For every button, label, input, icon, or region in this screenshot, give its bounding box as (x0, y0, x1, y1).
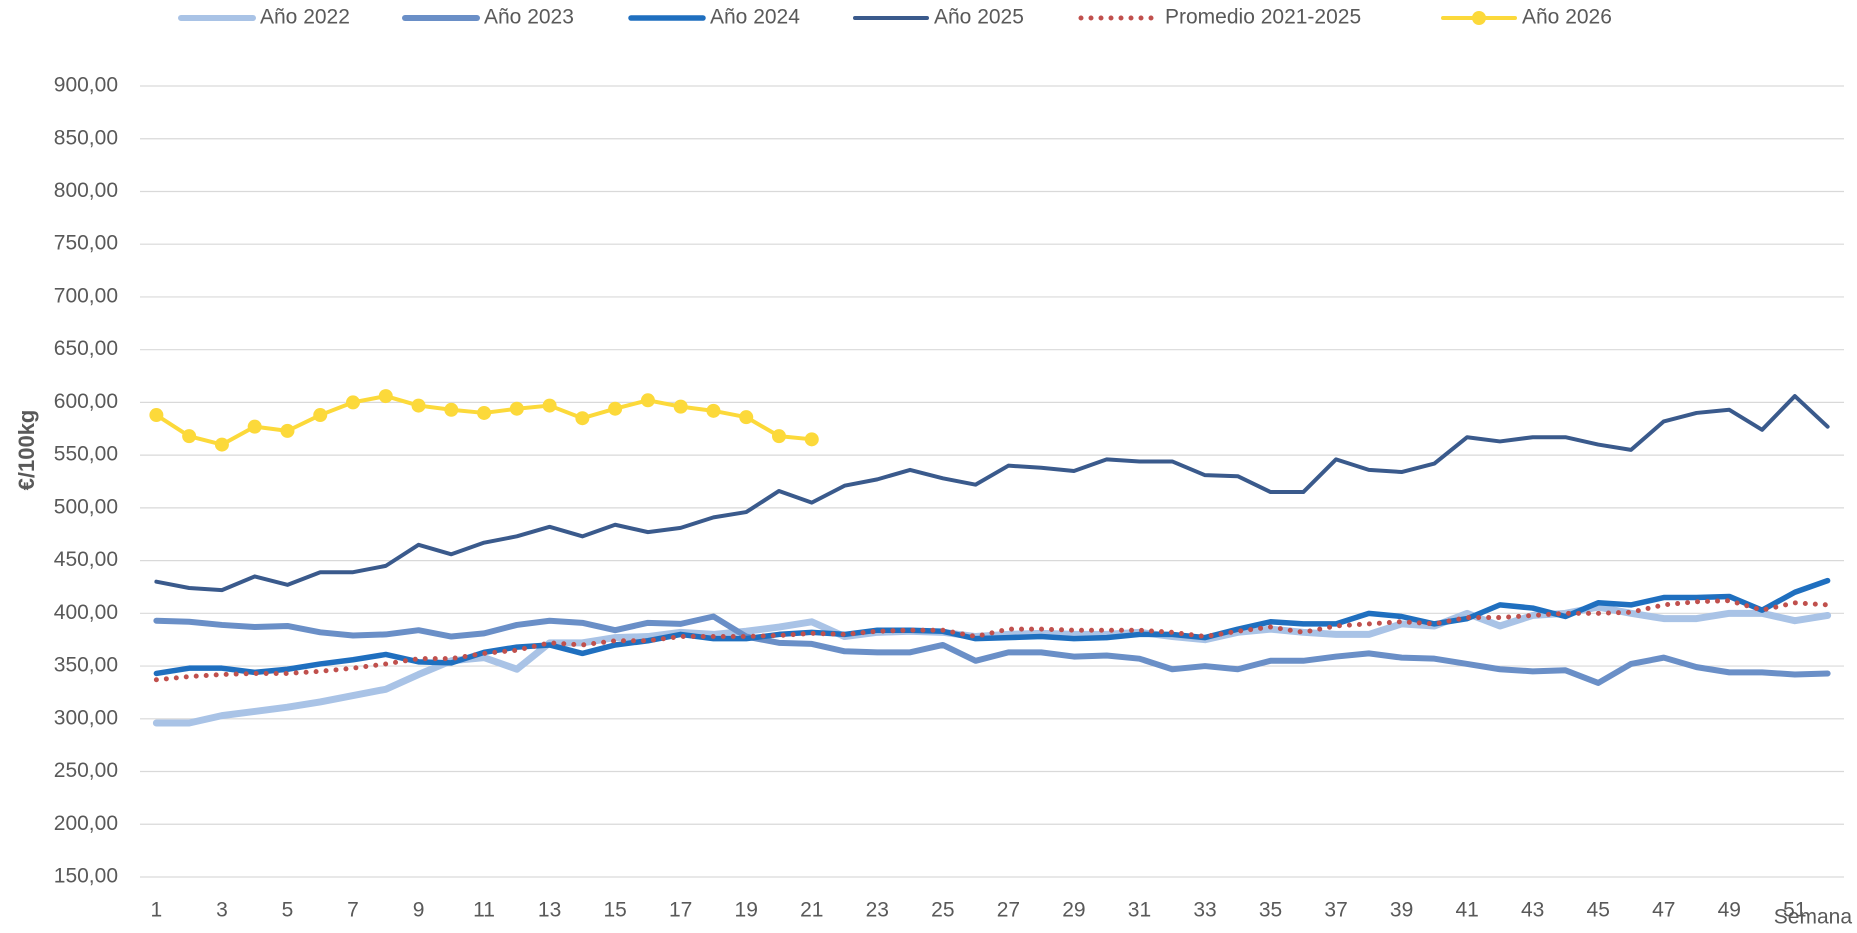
y-axis-title: €/100kg (14, 410, 39, 491)
point-marker (640, 393, 655, 408)
x-tick-label: 49 (1718, 899, 1741, 922)
point-marker (575, 411, 590, 426)
y-tick-label: 350,00 (54, 654, 118, 677)
y-tick-label: 400,00 (54, 601, 118, 624)
x-tick-label: 27 (997, 899, 1020, 922)
x-tick-label: 41 (1455, 899, 1478, 922)
point-marker (149, 408, 164, 423)
point-marker (313, 408, 328, 423)
point-marker (444, 402, 459, 417)
point-marker (280, 423, 295, 438)
x-axis-title: Semana (1774, 906, 1853, 928)
point-marker (804, 432, 819, 447)
y-tick-label: 750,00 (54, 232, 118, 255)
series-line (154, 394, 1830, 593)
x-tick-label: 19 (735, 899, 758, 922)
x-tick-label: 17 (669, 899, 692, 922)
x-tick-label: 43 (1521, 899, 1544, 922)
x-tick-label: 13 (538, 899, 561, 922)
point-marker (739, 410, 754, 425)
point-marker (673, 399, 688, 414)
legend-label: Año 2025 (934, 6, 1024, 29)
point-marker (772, 429, 786, 444)
x-tick-label: 45 (1587, 899, 1610, 922)
x-tick-label: 21 (800, 899, 823, 922)
y-tick-label: 550,00 (54, 443, 118, 466)
point-marker (182, 429, 197, 444)
y-tick-label: 600,00 (54, 390, 118, 413)
y-tick-label: 900,00 (54, 74, 118, 97)
series-line (153, 598, 1831, 683)
point-marker (247, 419, 262, 434)
x-tick-label: 31 (1128, 899, 1151, 922)
x-tick-label: 15 (603, 899, 626, 922)
x-tick-label: 7 (347, 899, 359, 922)
legend-label: Año 2023 (484, 6, 574, 29)
x-tick-label: 1 (151, 899, 163, 922)
x-tick-label: 25 (931, 899, 954, 922)
x-tick-label: 3 (216, 899, 228, 922)
legend-label: Promedio 2021-2025 (1165, 6, 1361, 29)
x-tick-label: 23 (866, 899, 889, 922)
x-tick-label: 37 (1324, 899, 1347, 922)
x-tick-label: 39 (1390, 899, 1413, 922)
y-tick-label: 200,00 (54, 812, 118, 835)
x-tick-label: 29 (1062, 899, 1085, 922)
point-marker (509, 401, 524, 416)
point-marker (542, 398, 557, 413)
y-tick-label: 300,00 (54, 706, 118, 729)
series-line (153, 613, 1831, 686)
y-tick-label: 500,00 (54, 495, 118, 518)
y-tick-label: 250,00 (54, 759, 118, 782)
point-marker (477, 405, 492, 420)
x-tick-label: 11 (473, 899, 495, 922)
point-marker (706, 403, 721, 418)
y-tick-label: 700,00 (54, 284, 118, 307)
x-tick-label: 35 (1259, 899, 1282, 922)
y-tick-label: 850,00 (54, 126, 118, 149)
x-tick-label: 51 (1783, 899, 1806, 922)
y-tick-label: 150,00 (54, 865, 118, 888)
legend-label: Año 2026 (1522, 6, 1612, 29)
legend-marker (1472, 11, 1486, 25)
y-tick-label: 650,00 (54, 337, 118, 360)
point-marker (214, 437, 229, 452)
x-tick-label: 47 (1652, 899, 1675, 922)
point-marker (411, 398, 426, 413)
y-tick-label: 800,00 (54, 179, 118, 202)
point-marker (378, 389, 393, 404)
x-tick-label: 5 (282, 899, 294, 922)
point-marker (346, 395, 360, 410)
x-tick-label: 33 (1193, 899, 1216, 922)
legend-label: Año 2024 (710, 6, 800, 29)
x-tick-label: 9 (413, 899, 425, 922)
legend-label: Año 2022 (260, 6, 350, 29)
point-marker (608, 401, 623, 416)
series-line (152, 603, 1832, 727)
y-tick-label: 450,00 (54, 548, 118, 571)
